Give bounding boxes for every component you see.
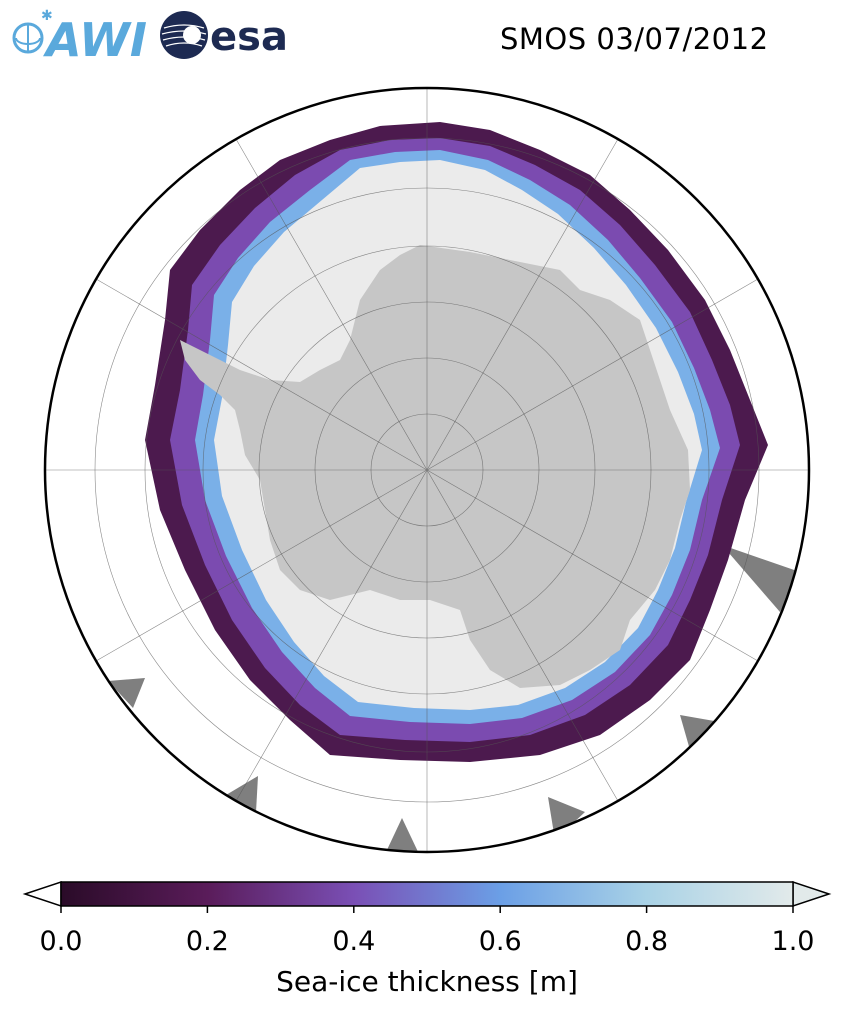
map-title: SMOS 03/07/2012	[500, 22, 769, 56]
logo-row: ✱ AWI esa	[0, 0, 854, 80]
colorbar-ticks	[60, 906, 794, 913]
colorbar-extend-min	[22, 880, 62, 908]
tick-label-4: 0.8	[625, 926, 668, 957]
tick-label-3: 0.6	[479, 926, 522, 957]
esa-logo: esa	[160, 11, 288, 60]
no-data-wedge-w	[108, 678, 145, 708]
tick-label-0: 0.0	[40, 926, 83, 957]
no-data-wedge-s2	[386, 818, 420, 852]
tick-label-5: 1.0	[772, 926, 815, 957]
map-boundary	[43, 86, 811, 854]
meridians	[45, 88, 809, 852]
awi-logo: ✱ AWI	[12, 8, 147, 62]
no-data-wedge-sw	[226, 776, 258, 812]
esa-logo-text: esa	[210, 14, 288, 60]
colorbar-extend-max	[792, 880, 832, 908]
colorbar-gradient	[60, 881, 794, 907]
polar-map	[43, 86, 811, 854]
awi-logo-text: AWI	[43, 13, 147, 62]
parallels	[94, 137, 760, 803]
no-data-wedge-se	[680, 715, 720, 750]
tick-label-1: 0.2	[186, 926, 229, 957]
tick-label-2: 0.4	[332, 926, 375, 957]
no-data-wedge-east	[722, 545, 800, 612]
colorbar-label: Sea-ice thickness [m]	[276, 965, 578, 998]
antarctica-land	[180, 245, 690, 688]
svg-text:✱: ✱	[41, 8, 53, 24]
colorbar: 0.0 0.2 0.4 0.6 0.8 1.0	[22, 880, 832, 957]
